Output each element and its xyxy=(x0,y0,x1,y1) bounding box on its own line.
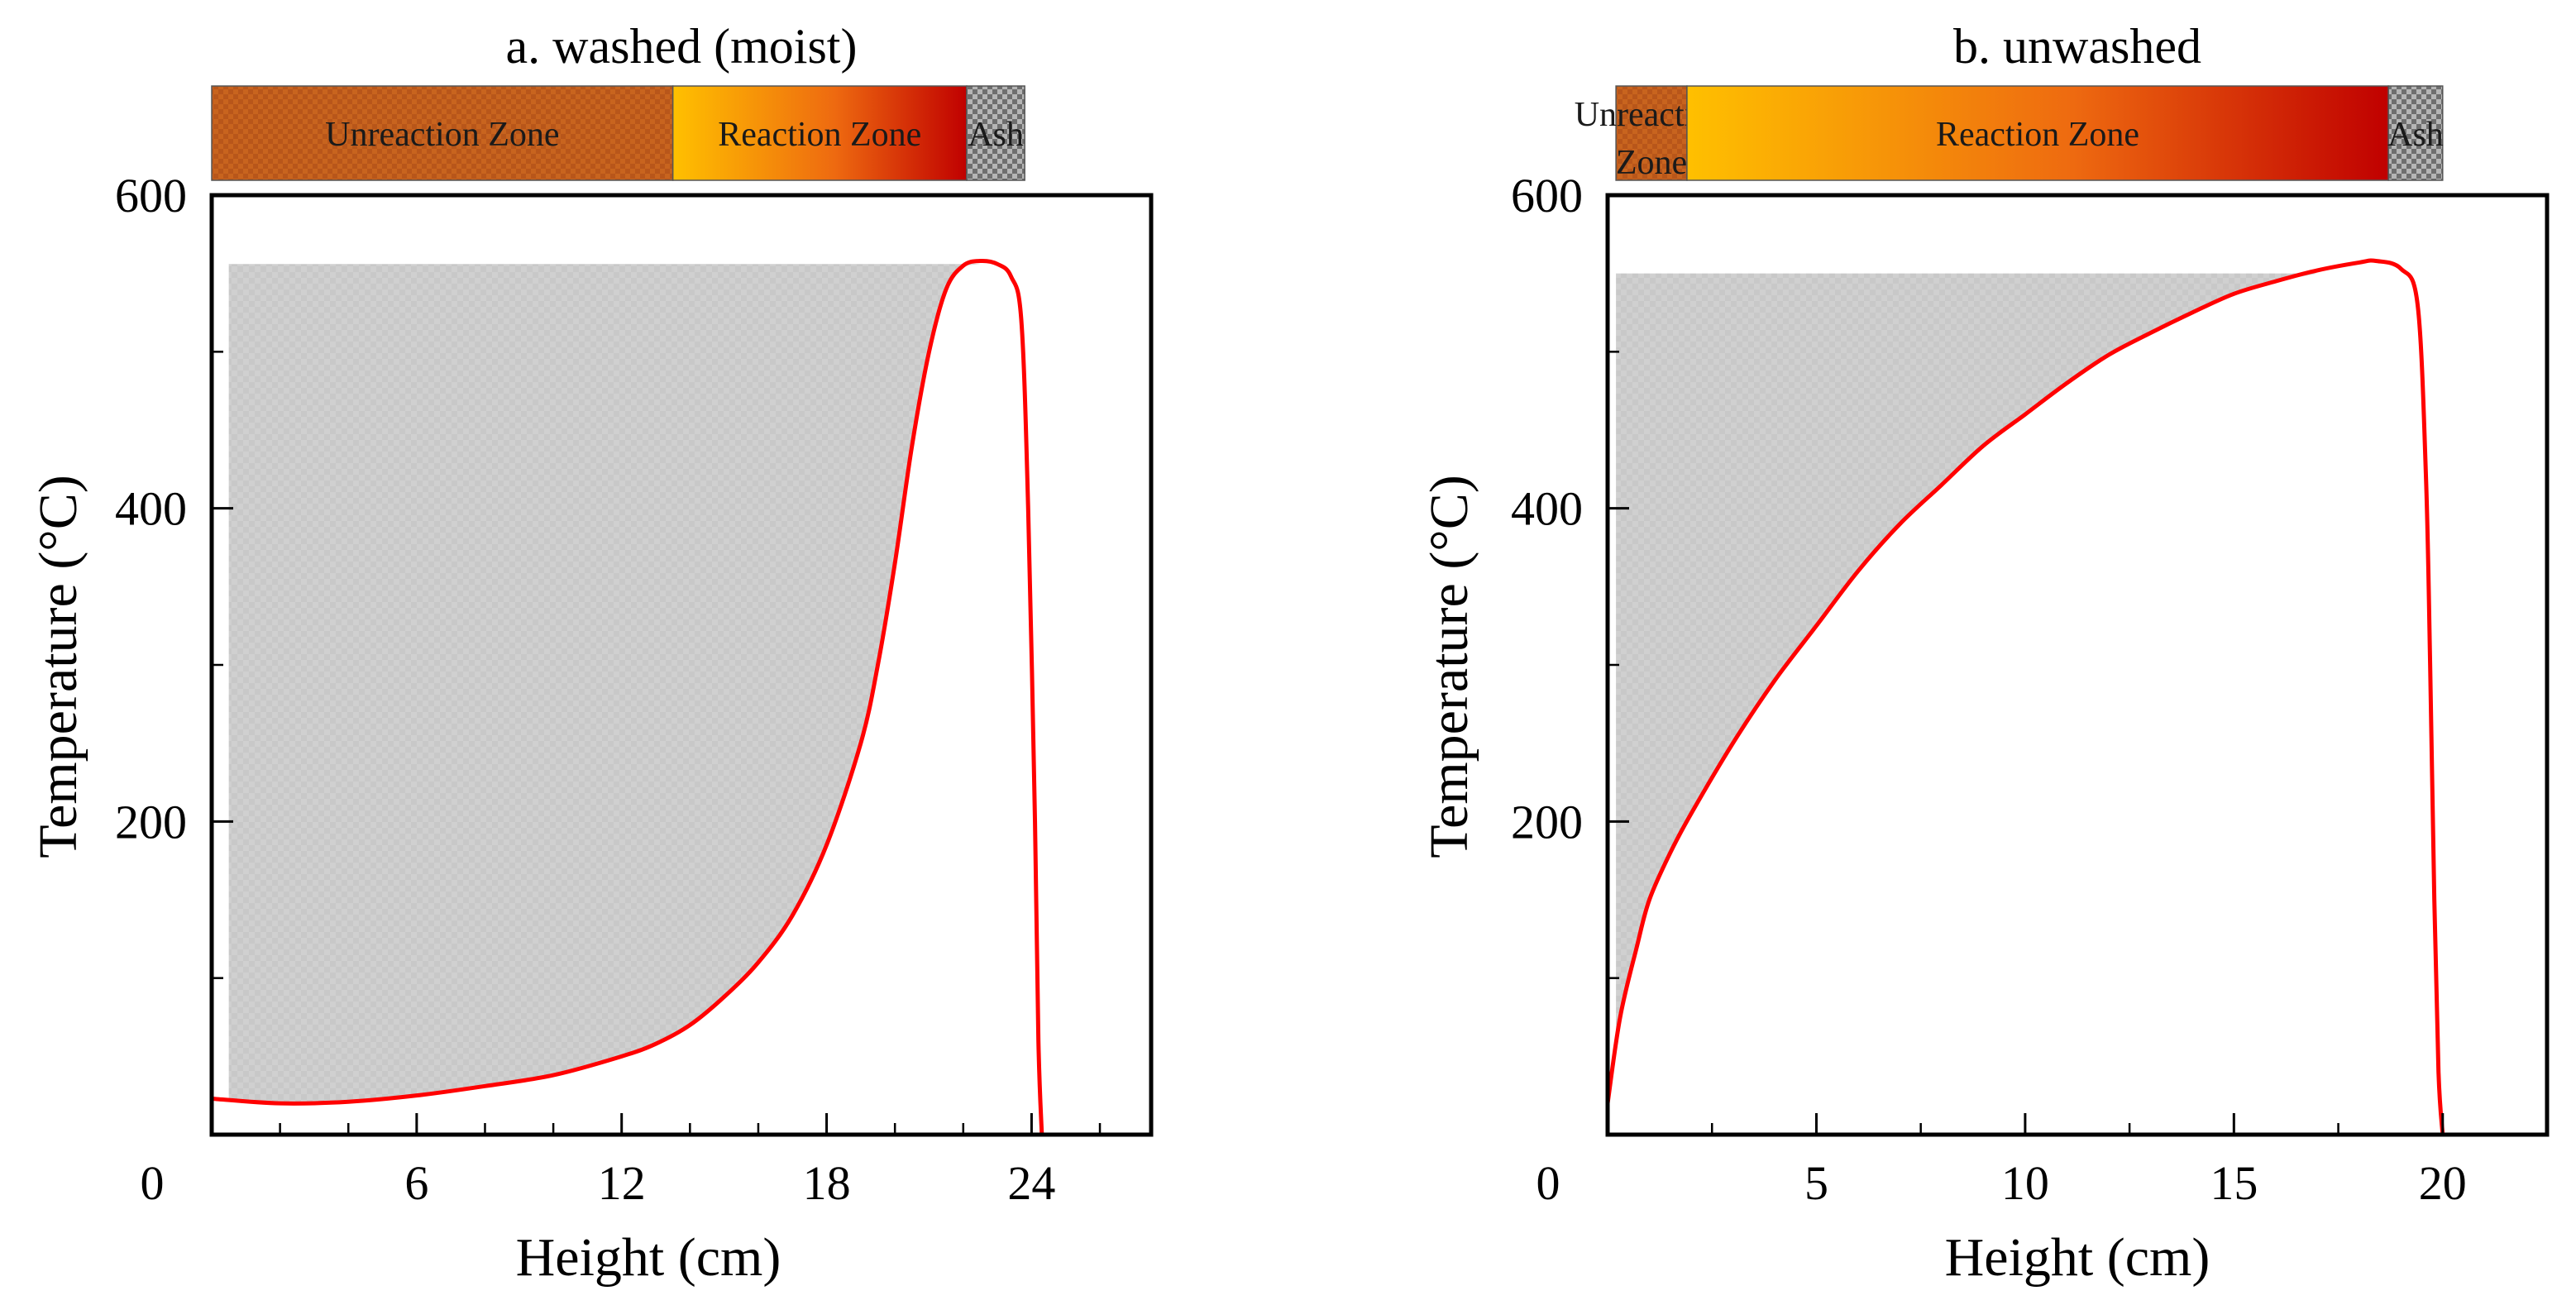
x-axis: 0 6 12 18 24 xyxy=(141,1113,1102,1210)
y-axis-title: Temperature (°C) xyxy=(28,475,88,858)
shaded-region xyxy=(228,264,981,1104)
y-tick-label: 200 xyxy=(1511,795,1583,848)
y-tick-label: 600 xyxy=(115,169,187,222)
zone-label: Unreaction Zone xyxy=(325,116,559,154)
zone-segment xyxy=(2387,85,2444,181)
x-tick-label: 20 xyxy=(2419,1156,2467,1210)
x-axis-title: Height (cm) xyxy=(516,1227,781,1288)
y-tick-label: 400 xyxy=(115,482,187,536)
x-tick-label: 18 xyxy=(803,1156,851,1210)
y-tick-label: 200 xyxy=(115,795,187,848)
x-tick-label: 0 xyxy=(141,1156,165,1210)
chart-title: a. washed (moist) xyxy=(506,19,858,74)
series-line xyxy=(1608,258,2445,1135)
zone-bar: Unreaction Zone Reaction Zone Ash xyxy=(211,85,1025,181)
chart-title: b. unwashed xyxy=(1953,19,2201,74)
x-tick-label: 12 xyxy=(598,1156,646,1210)
zone-segment xyxy=(1686,85,2389,181)
y-axis: 200 400 600 xyxy=(1511,169,1629,979)
x-tick-label: 6 xyxy=(404,1156,428,1210)
x-tick-label: 24 xyxy=(1007,1156,1055,1210)
x-axis: 0 5 10 15 20 xyxy=(1537,1113,2467,1210)
shaded-area xyxy=(1616,273,2376,1046)
x-tick-label: 10 xyxy=(2001,1156,2049,1210)
zone-label: Ash xyxy=(2387,116,2444,154)
y-axis: 200 400 600 xyxy=(115,169,233,979)
zone-label: Reaction Zone xyxy=(1936,116,2139,154)
shaded-area xyxy=(228,264,981,1104)
shaded-region xyxy=(1616,273,2376,1046)
zone-segment xyxy=(211,85,674,181)
series-line xyxy=(212,258,1044,1135)
zone-segment xyxy=(671,85,968,181)
series-group xyxy=(1608,258,2445,1135)
y-tick-label: 400 xyxy=(1511,482,1583,536)
zone-label: Ash xyxy=(968,116,1024,154)
x-tick-label: 5 xyxy=(1804,1156,1828,1210)
x-axis-title: Height (cm) xyxy=(1945,1227,2210,1288)
chart-panel-washed: a. washed (moist) Unreaction Zone Reactio… xyxy=(28,19,1154,1288)
zone-segment xyxy=(966,85,1025,181)
x-tick-label: 0 xyxy=(1537,1156,1560,1210)
series-group xyxy=(212,258,1044,1135)
y-tick-label: 600 xyxy=(1511,169,1583,222)
x-tick-label: 15 xyxy=(2210,1156,2258,1210)
zone-label: Reaction Zone xyxy=(718,116,921,154)
y-axis-title: Temperature (°C) xyxy=(1419,475,1479,858)
